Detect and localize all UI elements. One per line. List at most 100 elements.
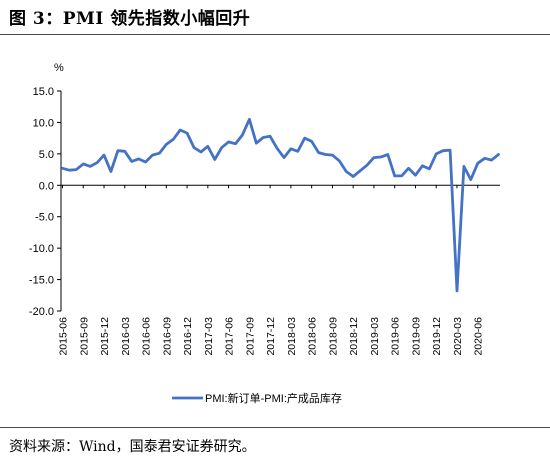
x-tick-label: 2019-03 [369, 317, 381, 356]
data-point [393, 175, 395, 177]
data-point [304, 137, 306, 139]
data-point [317, 151, 319, 153]
top-rule [0, 34, 550, 35]
data-point [75, 168, 77, 170]
data-point [96, 161, 98, 163]
x-tick-label: 2016-06 [141, 317, 153, 356]
data-point [338, 160, 340, 162]
data-point [220, 146, 222, 148]
x-tick-label: 2015-09 [78, 317, 90, 356]
data-point [172, 138, 174, 140]
data-point [82, 163, 84, 165]
data-point [421, 165, 423, 167]
data-point [276, 147, 278, 149]
data-point [68, 169, 70, 171]
x-tick-label: 2016-03 [120, 317, 132, 356]
x-tick-label: 2015-06 [58, 317, 70, 356]
data-point [103, 154, 105, 156]
data-point [262, 136, 264, 138]
data-point [497, 153, 499, 155]
series-layer [61, 117, 500, 293]
data-point [89, 165, 91, 167]
data-point [144, 161, 146, 163]
x-axis: 2015-06 2015-09 2015-12 2016-03 2016-06 2016-… [58, 184, 500, 356]
data-point [214, 158, 216, 160]
data-point [414, 174, 416, 176]
line-chart: %15.0 10.0 5.0 0.0 -5.0 -10.0 -15.0 -20.0 2015-… [29, 62, 500, 405]
x-tick-label: 2018-06 [307, 317, 319, 356]
x-tick-label: 2017-09 [244, 317, 256, 356]
data-point [324, 153, 326, 155]
data-point [435, 153, 437, 155]
y-unit-label: % [54, 62, 64, 74]
data-point [463, 165, 465, 167]
y-tick-label: 5.0 [39, 149, 54, 161]
data-point [227, 141, 229, 143]
x-tick-label: 2016-12 [182, 317, 194, 356]
data-point [297, 150, 299, 152]
y-tick-label: -20.0 [29, 306, 54, 318]
data-point [407, 167, 409, 169]
y-tick-label: -5.0 [35, 212, 54, 224]
data-point [269, 135, 271, 137]
data-point [61, 167, 63, 169]
data-point [248, 118, 250, 120]
data-point [477, 162, 479, 164]
data-point [387, 153, 389, 155]
data-point [290, 148, 292, 150]
data-point [366, 164, 368, 166]
data-point [449, 149, 451, 151]
data-point [200, 151, 202, 153]
data-point [151, 154, 153, 156]
x-tick-label: 2017-12 [265, 317, 277, 356]
legend: PMI:新订单-PMI:产成品库存 [172, 391, 342, 405]
data-point [310, 140, 312, 142]
x-tick-label: 2018-09 [327, 317, 339, 356]
data-point [400, 175, 402, 177]
data-point [331, 154, 333, 156]
data-point [283, 156, 285, 158]
data-point [345, 170, 347, 172]
data-point [352, 175, 354, 177]
x-tick-label: 2019-06 [390, 317, 402, 356]
data-point [373, 156, 375, 158]
y-tick-label: 10.0 [33, 117, 54, 129]
y-tick-label: -10.0 [29, 243, 54, 255]
y-tick-label: 0.0 [39, 180, 54, 192]
x-tick-label: 2016-09 [161, 317, 173, 356]
data-point [241, 134, 243, 136]
y-tick-label: -15.0 [29, 275, 54, 287]
data-point [117, 150, 119, 152]
x-tick-label: 2019-09 [410, 317, 422, 356]
data-point [131, 160, 133, 162]
data-point [186, 132, 188, 134]
data-point [207, 145, 209, 147]
x-tick-label: 2018-12 [348, 317, 360, 356]
y-tick-label: 15.0 [33, 86, 54, 98]
source-note: 资料来源：Wind，国泰君安证券研究。 [9, 439, 256, 455]
data-point [428, 168, 430, 170]
data-point [165, 143, 167, 145]
data-point [137, 158, 139, 160]
x-tick-label: 2015-12 [99, 317, 111, 356]
data-point [255, 142, 257, 144]
data-point [483, 157, 485, 159]
bottom-rule [0, 427, 550, 428]
legend-label: PMI:新订单-PMI:产成品库存 [205, 391, 342, 405]
data-point [380, 156, 382, 158]
x-tick-label: 2017-03 [203, 317, 215, 356]
data-point [442, 150, 444, 152]
data-point [470, 178, 472, 180]
data-point [124, 150, 126, 152]
y-axis: %15.0 10.0 5.0 0.0 -5.0 -10.0 -15.0 -20.0 [29, 62, 64, 318]
data-point [234, 143, 236, 145]
series-line [61, 117, 500, 293]
x-tick-label: 2020-03 [452, 317, 464, 356]
data-point [179, 129, 181, 131]
data-point [359, 170, 361, 172]
x-tick-label: 2019-12 [431, 317, 443, 356]
data-point [158, 152, 160, 154]
data-point [456, 290, 458, 292]
data-point [193, 146, 195, 148]
x-tick-label: 2017-06 [224, 317, 236, 356]
